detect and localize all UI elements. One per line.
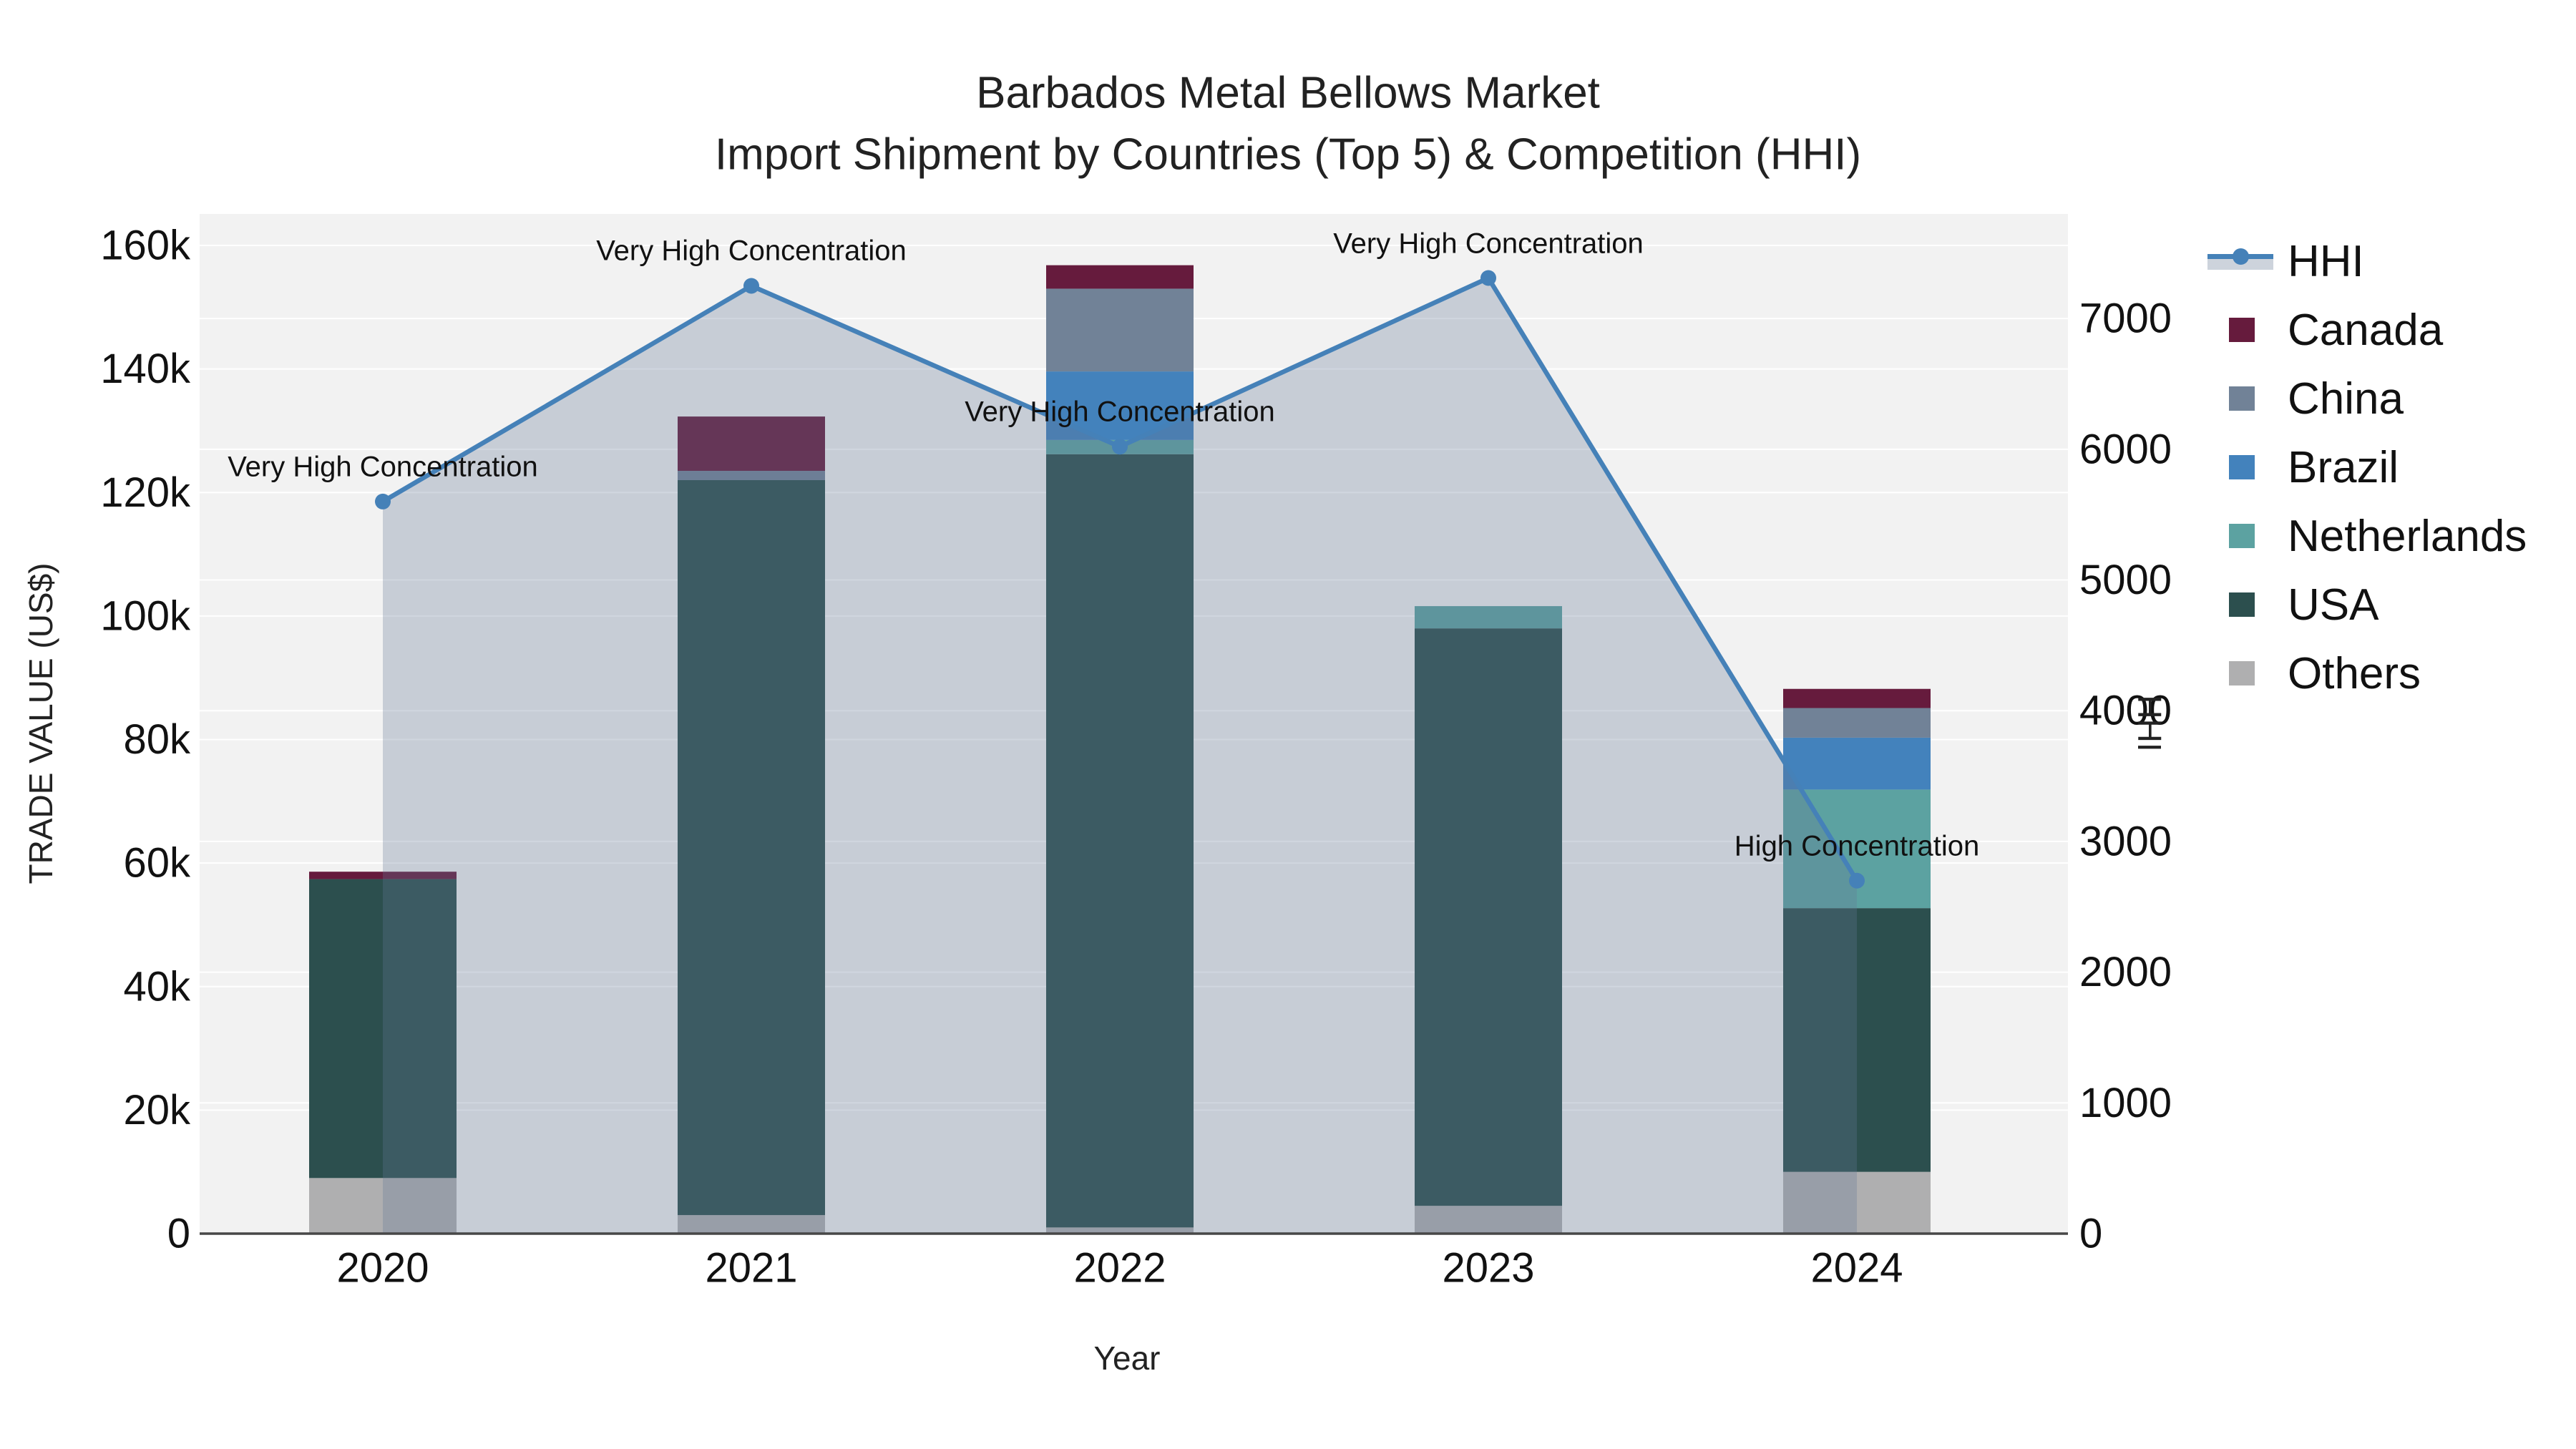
hhi-marker-2024[interactable]	[1849, 872, 1865, 889]
legend-item-canada[interactable]: Canada	[2207, 296, 2527, 364]
swatch-icon	[2229, 524, 2255, 548]
annotation-2021: Very High Concentration	[596, 235, 907, 267]
left-tick-120k: 120k	[100, 469, 191, 516]
left-tick-160k: 160k	[100, 223, 191, 269]
left-tick-100k: 100k	[100, 592, 191, 639]
legend-swatch-brazil	[2207, 453, 2276, 482]
right-tick-0: 0	[2079, 1211, 2102, 1257]
bar-segment-china-2022[interactable]	[1046, 288, 1194, 372]
legend-swatch-china	[2207, 384, 2276, 413]
bar-segment-brazil-2024[interactable]	[1783, 737, 1931, 790]
legend-label-usa: USA	[2288, 580, 2379, 630]
right-tick-1000: 1000	[2079, 1080, 2172, 1126]
legend-item-netherlands[interactable]: Netherlands	[2207, 502, 2527, 570]
chart-title-line2: Import Shipment by Countries (Top 5) & C…	[714, 130, 1862, 180]
legend-item-china[interactable]: China	[2207, 364, 2527, 433]
bar-segment-china-2021[interactable]	[678, 471, 825, 481]
bar-segment-brazil-2022[interactable]	[1046, 371, 1194, 440]
left-tick-20k: 20k	[123, 1087, 191, 1133]
bar-segment-canada-2020[interactable]	[309, 872, 457, 879]
bar-segment-canada-2024[interactable]	[1783, 688, 1931, 708]
right-axis-title: HHI	[2131, 695, 2168, 752]
right-tick-7000: 7000	[2079, 296, 2172, 342]
right-tick-5000: 5000	[2079, 557, 2172, 603]
x-axis-title: Year	[1093, 1340, 1161, 1377]
bar-segment-canada-2022[interactable]	[1046, 265, 1194, 289]
annotation-2022: Very High Concentration	[965, 396, 1275, 428]
legend-label-hhi: HHI	[2288, 236, 2364, 286]
hhi-marker-2020[interactable]	[375, 493, 391, 509]
legend-swatch-netherlands	[2207, 522, 2276, 550]
bar-segment-usa-2022[interactable]	[1046, 454, 1194, 1228]
hhi-marker-2021[interactable]	[743, 278, 759, 294]
hhi-marker-glyph	[2233, 248, 2249, 265]
bar-segment-others-2024[interactable]	[1783, 1171, 1931, 1234]
x-tick-2023: 2023	[1442, 1245, 1534, 1292]
chart-title-line1: Barbados Metal Bellows Market	[976, 68, 1600, 118]
legend-label-canada: Canada	[2288, 305, 2444, 355]
legend-swatch-usa	[2207, 590, 2276, 619]
legend-label-brazil: Brazil	[2288, 442, 2399, 492]
hhi-marker-2023[interactable]	[1480, 270, 1496, 286]
bar-segment-china-2024[interactable]	[1783, 708, 1931, 738]
bar-segment-others-2020[interactable]	[309, 1178, 457, 1234]
swatch-icon	[2229, 386, 2255, 411]
hhi-line-swatch-icon	[2207, 247, 2276, 275]
bar-segment-netherlands-2023[interactable]	[1415, 606, 1562, 629]
bar-segment-others-2021[interactable]	[678, 1215, 825, 1234]
swatch-icon	[2229, 592, 2255, 617]
legend-label-netherlands: Netherlands	[2288, 511, 2527, 561]
legend-item-usa[interactable]: USA	[2207, 570, 2527, 639]
left-axis-title: TRADE VALUE (US$)	[22, 562, 59, 884]
bar-segment-usa-2024[interactable]	[1783, 908, 1931, 1172]
legend-item-others[interactable]: Others	[2207, 639, 2527, 708]
left-tick-40k: 40k	[123, 963, 191, 1010]
swatch-icon	[2229, 318, 2255, 342]
annotation-2024: High Concentration	[1734, 830, 1980, 862]
left-tick-0: 0	[167, 1211, 190, 1257]
bar-segment-usa-2023[interactable]	[1415, 628, 1562, 1206]
legend-label-china: China	[2288, 374, 2404, 424]
legend-item-brazil[interactable]: Brazil	[2207, 433, 2527, 502]
left-tick-80k: 80k	[123, 716, 191, 763]
annotation-2020: Very High Concentration	[228, 451, 538, 483]
x-tick-2020: 2020	[336, 1245, 429, 1292]
bar-segment-others-2023[interactable]	[1415, 1206, 1562, 1234]
x-tick-2021: 2021	[705, 1245, 797, 1292]
legend-swatch-canada	[2207, 316, 2276, 344]
right-tick-6000: 6000	[2079, 426, 2172, 472]
hhi-marker-2022[interactable]	[1112, 439, 1128, 455]
x-tick-2024: 2024	[1810, 1245, 1903, 1292]
swatch-icon	[2229, 455, 2255, 479]
bar-segment-canada-2021[interactable]	[678, 416, 825, 472]
right-tick-2000: 2000	[2079, 949, 2172, 995]
x-tick-2022: 2022	[1073, 1245, 1166, 1292]
legend-item-hhi[interactable]: HHI	[2207, 227, 2527, 296]
legend: HHI Canada China Brazil Netherlands USA Others	[2207, 227, 2527, 708]
annotation-2023: Very High Concentration	[1333, 228, 1644, 260]
legend-label-others: Others	[2288, 648, 2421, 698]
swatch-icon	[2229, 661, 2255, 686]
right-tick-3000: 3000	[2079, 818, 2172, 864]
legend-swatch-others	[2207, 659, 2276, 688]
bar-segment-others-2022[interactable]	[1046, 1227, 1194, 1234]
bar-segment-usa-2020[interactable]	[309, 879, 457, 1179]
bar-segment-usa-2021[interactable]	[678, 480, 825, 1216]
hhi-area-fill	[383, 278, 1857, 1234]
left-tick-140k: 140k	[100, 346, 191, 392]
right-tick-4000: 4000	[2079, 688, 2172, 734]
left-tick-60k: 60k	[123, 840, 191, 887]
